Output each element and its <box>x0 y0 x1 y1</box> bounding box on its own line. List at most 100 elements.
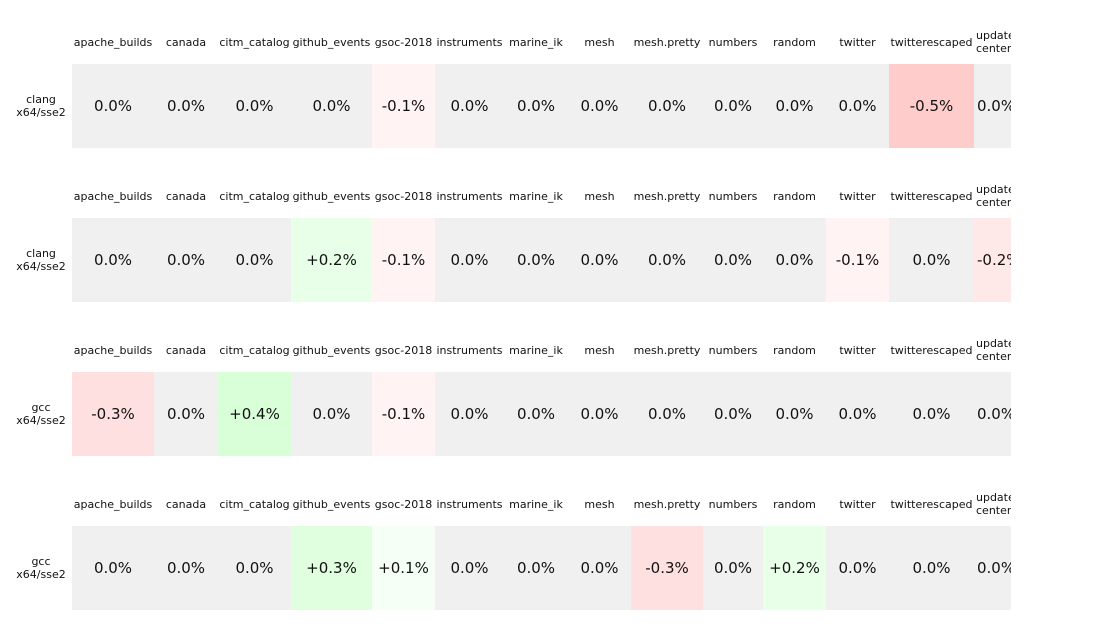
column-header: mesh <box>584 189 615 203</box>
column-header: citm_catalog <box>219 497 290 511</box>
value-cell: 0.0% <box>72 64 154 148</box>
column-header: twitter <box>839 497 876 511</box>
value-cell: -0.5% <box>889 64 974 148</box>
value-cell: 0.0% <box>218 218 291 302</box>
value-cell: 0.0% <box>435 526 504 610</box>
column-header: apache_builds <box>73 497 153 511</box>
value-cell: 0.0% <box>435 372 504 456</box>
row-label-line: clang <box>26 247 56 260</box>
value-cell: +0.2% <box>291 218 372 302</box>
column-header: numbers <box>708 343 758 357</box>
column-header: marine_ik <box>509 35 563 49</box>
value-cell: 0.0% <box>763 64 826 148</box>
value-cell: 0.0% <box>826 526 889 610</box>
row-label: gcc x64/sse2 <box>10 372 72 456</box>
column-header: citm_catalog <box>219 343 290 357</box>
column-header: numbers <box>708 497 758 511</box>
value-cell: 0.0% <box>889 372 974 456</box>
column-header: numbers <box>708 35 758 49</box>
column-header: github_events <box>292 35 371 49</box>
column-header: gsoc-2018 <box>374 35 433 49</box>
column-header: citm_catalog <box>219 189 290 203</box>
column-header: canada <box>165 497 207 511</box>
value-cell: 0.0% <box>703 64 763 148</box>
column-header: apache_builds <box>73 343 153 357</box>
value-cell: 0.0% <box>826 64 889 148</box>
column-header: twitterescaped <box>890 343 973 357</box>
value-cell: 0.0% <box>568 64 631 148</box>
value-cell: -0.1% <box>372 64 435 148</box>
value-cell: +0.4% <box>218 372 291 456</box>
column-header: mesh <box>584 343 615 357</box>
column-header: gsoc-2018 <box>374 189 433 203</box>
value-cell: 0.0% <box>703 218 763 302</box>
column-header: mesh.pretty <box>633 497 701 511</box>
row-label: clang x64/sse2 <box>10 218 72 302</box>
value-cell: 0.0% <box>435 64 504 148</box>
column-header: update center <box>976 29 1011 55</box>
column-header: random <box>773 497 816 511</box>
value-cell: 0.0% <box>826 372 889 456</box>
column-header: gsoc-2018 <box>374 497 433 511</box>
row-label-line: x64/sse2 <box>16 260 66 273</box>
value-cell: 0.0% <box>72 218 154 302</box>
column-header: gsoc-2018 <box>374 343 433 357</box>
column-header: github_events <box>292 343 371 357</box>
column-header: apache_builds <box>73 189 153 203</box>
value-cell: 0.0% <box>154 64 218 148</box>
column-header: mesh <box>584 497 615 511</box>
column-header: twitterescaped <box>890 35 973 49</box>
row-label: clang x64/sse2 <box>10 64 72 148</box>
column-header: mesh.pretty <box>633 343 701 357</box>
column-header: instruments <box>436 497 503 511</box>
value-cell: 0.0% <box>631 372 703 456</box>
column-header: twitter <box>839 35 876 49</box>
value-cell: 0.0% <box>154 372 218 456</box>
column-header: random <box>773 35 816 49</box>
column-header: update center <box>976 183 1011 209</box>
value-cell: 0.0% <box>974 64 1011 148</box>
value-cell: -0.1% <box>826 218 889 302</box>
value-cell: 0.0% <box>568 372 631 456</box>
value-cell: 0.0% <box>504 526 568 610</box>
column-header: canada <box>165 343 207 357</box>
column-header: mesh.pretty <box>633 35 701 49</box>
column-header: instruments <box>436 189 503 203</box>
row-label-line: gcc <box>31 555 51 568</box>
value-cell: 0.0% <box>218 64 291 148</box>
row-label-line: x64/sse2 <box>16 568 66 581</box>
value-cell: 0.0% <box>568 218 631 302</box>
value-cell: -0.3% <box>72 372 154 456</box>
value-cell: 0.0% <box>291 64 372 148</box>
value-cell: 0.0% <box>974 372 1011 456</box>
value-cell: 0.0% <box>631 64 703 148</box>
column-header: marine_ik <box>509 343 563 357</box>
value-cell: +0.3% <box>291 526 372 610</box>
value-cell: 0.0% <box>763 372 826 456</box>
value-cell: 0.0% <box>889 218 974 302</box>
value-cell: 0.0% <box>504 372 568 456</box>
row-label-line: gcc <box>31 401 51 414</box>
column-header: twitterescaped <box>890 189 973 203</box>
column-header: canada <box>165 35 207 49</box>
row-label-line: x64/sse2 <box>16 106 66 119</box>
column-header: canada <box>165 189 207 203</box>
value-cell: 0.0% <box>154 526 218 610</box>
column-header: apache_builds <box>73 35 153 49</box>
value-cell: 0.0% <box>72 526 154 610</box>
column-header: instruments <box>436 35 503 49</box>
value-cell: 0.0% <box>568 526 631 610</box>
row-label-line: clang <box>26 93 56 106</box>
column-header: citm_catalog <box>219 35 290 49</box>
column-header: marine_ik <box>509 189 563 203</box>
column-header: github_events <box>292 497 371 511</box>
value-cell: -0.2% <box>974 218 1011 302</box>
column-header: twitter <box>839 343 876 357</box>
value-cell: 0.0% <box>291 372 372 456</box>
value-cell: 0.0% <box>154 218 218 302</box>
value-cell: 0.0% <box>218 526 291 610</box>
value-cell: 0.0% <box>504 64 568 148</box>
column-header: twitterescaped <box>890 497 973 511</box>
row-label-line: x64/sse2 <box>16 414 66 427</box>
